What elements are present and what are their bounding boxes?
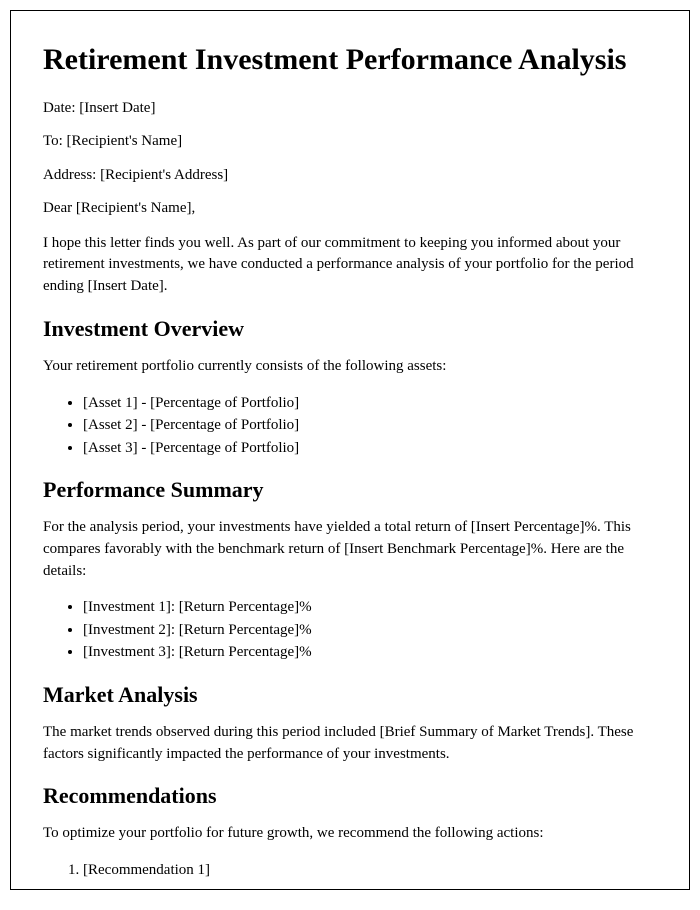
list-item: [Asset 2] - [Percentage of Portfolio] bbox=[83, 414, 657, 437]
list-item: [Recommendation 1] bbox=[83, 859, 657, 882]
recommendations-list: [Recommendation 1] bbox=[43, 859, 657, 882]
market-lead: The market trends observed during this p… bbox=[43, 722, 657, 766]
overview-list: [Asset 1] - [Percentage of Portfolio] [A… bbox=[43, 392, 657, 460]
recommendations-heading: Recommendations bbox=[43, 783, 657, 809]
performance-heading: Performance Summary bbox=[43, 477, 657, 503]
performance-list: [Investment 1]: [Return Percentage]% [In… bbox=[43, 596, 657, 664]
list-item: [Investment 3]: [Return Percentage]% bbox=[83, 641, 657, 664]
list-item: [Asset 3] - [Percentage of Portfolio] bbox=[83, 437, 657, 460]
meta-to: To: [Recipient's Name] bbox=[43, 132, 657, 152]
intro-paragraph: I hope this letter finds you well. As pa… bbox=[43, 233, 657, 298]
list-item: [Investment 1]: [Return Percentage]% bbox=[83, 596, 657, 619]
market-heading: Market Analysis bbox=[43, 682, 657, 708]
meta-address: Address: [Recipient's Address] bbox=[43, 166, 657, 186]
document-title: Retirement Investment Performance Analys… bbox=[43, 41, 657, 79]
salutation: Dear [Recipient's Name], bbox=[43, 199, 657, 219]
recommendations-lead: To optimize your portfolio for future gr… bbox=[43, 823, 657, 845]
meta-date: Date: [Insert Date] bbox=[43, 99, 657, 119]
overview-heading: Investment Overview bbox=[43, 316, 657, 342]
document-page: Retirement Investment Performance Analys… bbox=[10, 10, 690, 890]
overview-lead: Your retirement portfolio currently cons… bbox=[43, 356, 657, 378]
list-item: [Asset 1] - [Percentage of Portfolio] bbox=[83, 392, 657, 415]
performance-lead: For the analysis period, your investment… bbox=[43, 517, 657, 582]
list-item: [Investment 2]: [Return Percentage]% bbox=[83, 619, 657, 642]
